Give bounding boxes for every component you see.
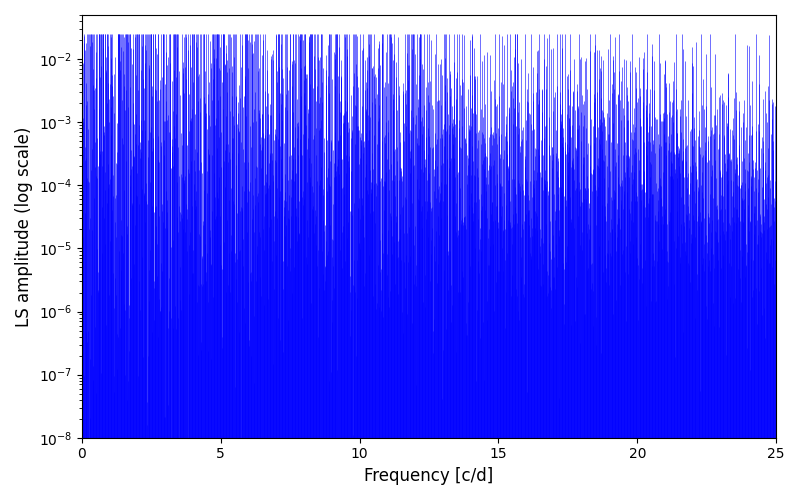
Y-axis label: LS amplitude (log scale): LS amplitude (log scale) — [15, 126, 33, 326]
X-axis label: Frequency [c/d]: Frequency [c/d] — [364, 467, 494, 485]
